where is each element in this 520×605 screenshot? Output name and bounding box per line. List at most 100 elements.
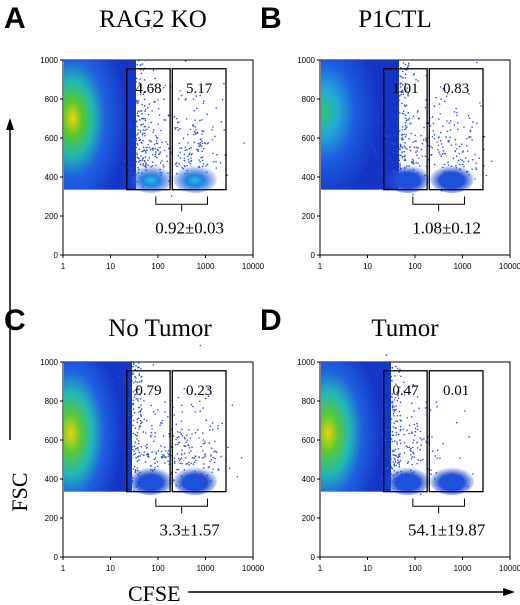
event-dot xyxy=(474,178,476,180)
event-dot xyxy=(436,405,438,408)
event-dot xyxy=(449,129,452,131)
x-tick-label: 100 xyxy=(408,564,422,573)
event-dot xyxy=(397,433,400,436)
event-dot xyxy=(143,98,146,101)
event-dot xyxy=(475,167,477,169)
event-dot xyxy=(380,433,383,435)
x-tick-label: 1000 xyxy=(454,564,472,573)
event-dot xyxy=(391,396,393,398)
event-dot xyxy=(397,462,399,464)
event-dot xyxy=(142,164,144,167)
panel-a: A RAG2 KO 4.68 5.17 0.92±0.03 0 200 400 600 800 10… xyxy=(4,2,265,271)
event-dot xyxy=(155,136,158,139)
event-dot xyxy=(193,109,195,112)
event-dot xyxy=(401,126,404,128)
event-dot xyxy=(397,113,399,115)
event-dot xyxy=(391,405,394,408)
event-dot xyxy=(206,113,208,116)
event-dot xyxy=(132,390,135,393)
event-dot xyxy=(398,99,400,102)
x-tick-label: 10 xyxy=(363,564,372,573)
event-dot xyxy=(201,432,204,434)
event-dot xyxy=(164,84,167,87)
event-dot xyxy=(416,150,419,152)
event-dot xyxy=(465,145,468,147)
event-dot xyxy=(177,98,180,100)
event-dot xyxy=(139,110,141,112)
event-dot xyxy=(140,84,143,86)
event-dot xyxy=(227,446,229,449)
event-dot xyxy=(123,159,126,162)
event-dot xyxy=(394,454,397,457)
event-dot xyxy=(392,426,395,428)
event-dot xyxy=(133,445,136,448)
event-dot xyxy=(132,419,135,422)
event-dot xyxy=(138,388,141,391)
event-dot xyxy=(193,134,195,136)
event-dot xyxy=(404,96,406,99)
event-dot xyxy=(134,441,137,443)
event-dot xyxy=(202,102,205,105)
event-dot xyxy=(395,383,398,386)
event-dot xyxy=(174,126,176,129)
event-dot xyxy=(134,448,137,450)
event-dot xyxy=(390,466,393,468)
event-dot xyxy=(136,434,138,437)
event-dot xyxy=(132,399,134,402)
event-dot xyxy=(408,432,410,435)
event-dot xyxy=(436,141,438,143)
event-dot xyxy=(137,442,140,445)
event-dot xyxy=(199,410,202,413)
event-dot xyxy=(188,452,191,454)
event-dot xyxy=(143,105,146,107)
event-dot xyxy=(443,163,446,166)
event-dot xyxy=(139,138,142,141)
event-dot xyxy=(453,124,456,126)
event-dot xyxy=(463,165,465,168)
event-dot xyxy=(439,140,442,142)
ratio-value: 54.1±19.87 xyxy=(408,521,486,540)
x-tick-label: 1000 xyxy=(454,262,472,271)
event-dot xyxy=(131,373,134,376)
event-dot xyxy=(405,127,407,129)
event-dot xyxy=(400,82,403,85)
event-dot xyxy=(161,422,163,424)
event-dot xyxy=(160,129,162,132)
event-dot xyxy=(407,95,409,97)
event-dot xyxy=(179,147,181,149)
event-dot xyxy=(400,76,403,78)
event-dot xyxy=(212,160,215,163)
event-dot xyxy=(175,423,178,426)
main-population-density xyxy=(64,362,132,492)
population-peak xyxy=(385,165,430,194)
event-dot xyxy=(413,146,416,148)
event-dot xyxy=(390,142,392,144)
event-dot xyxy=(371,145,373,148)
event-dot xyxy=(203,456,205,458)
event-dot xyxy=(404,158,406,160)
event-dot xyxy=(399,442,402,445)
event-dot xyxy=(471,139,473,141)
event-dot xyxy=(135,99,138,102)
event-dot xyxy=(378,113,380,115)
event-dot xyxy=(177,396,180,399)
event-dots xyxy=(110,27,245,197)
event-dot xyxy=(119,106,122,108)
event-dot xyxy=(412,452,415,455)
event-dot xyxy=(140,422,142,425)
event-dot xyxy=(414,434,416,437)
event-dot xyxy=(163,456,166,458)
event-dot xyxy=(194,411,196,413)
panel-letter: A xyxy=(4,2,26,35)
event-dot xyxy=(395,464,397,467)
event-dot xyxy=(141,103,143,106)
event-dot xyxy=(140,72,143,75)
event-dot xyxy=(394,409,396,412)
event-dot xyxy=(123,171,126,174)
event-dot xyxy=(404,73,407,76)
event-dot xyxy=(136,421,139,424)
event-dot xyxy=(191,456,194,459)
event-dot xyxy=(376,116,378,119)
event-dot xyxy=(147,143,150,146)
